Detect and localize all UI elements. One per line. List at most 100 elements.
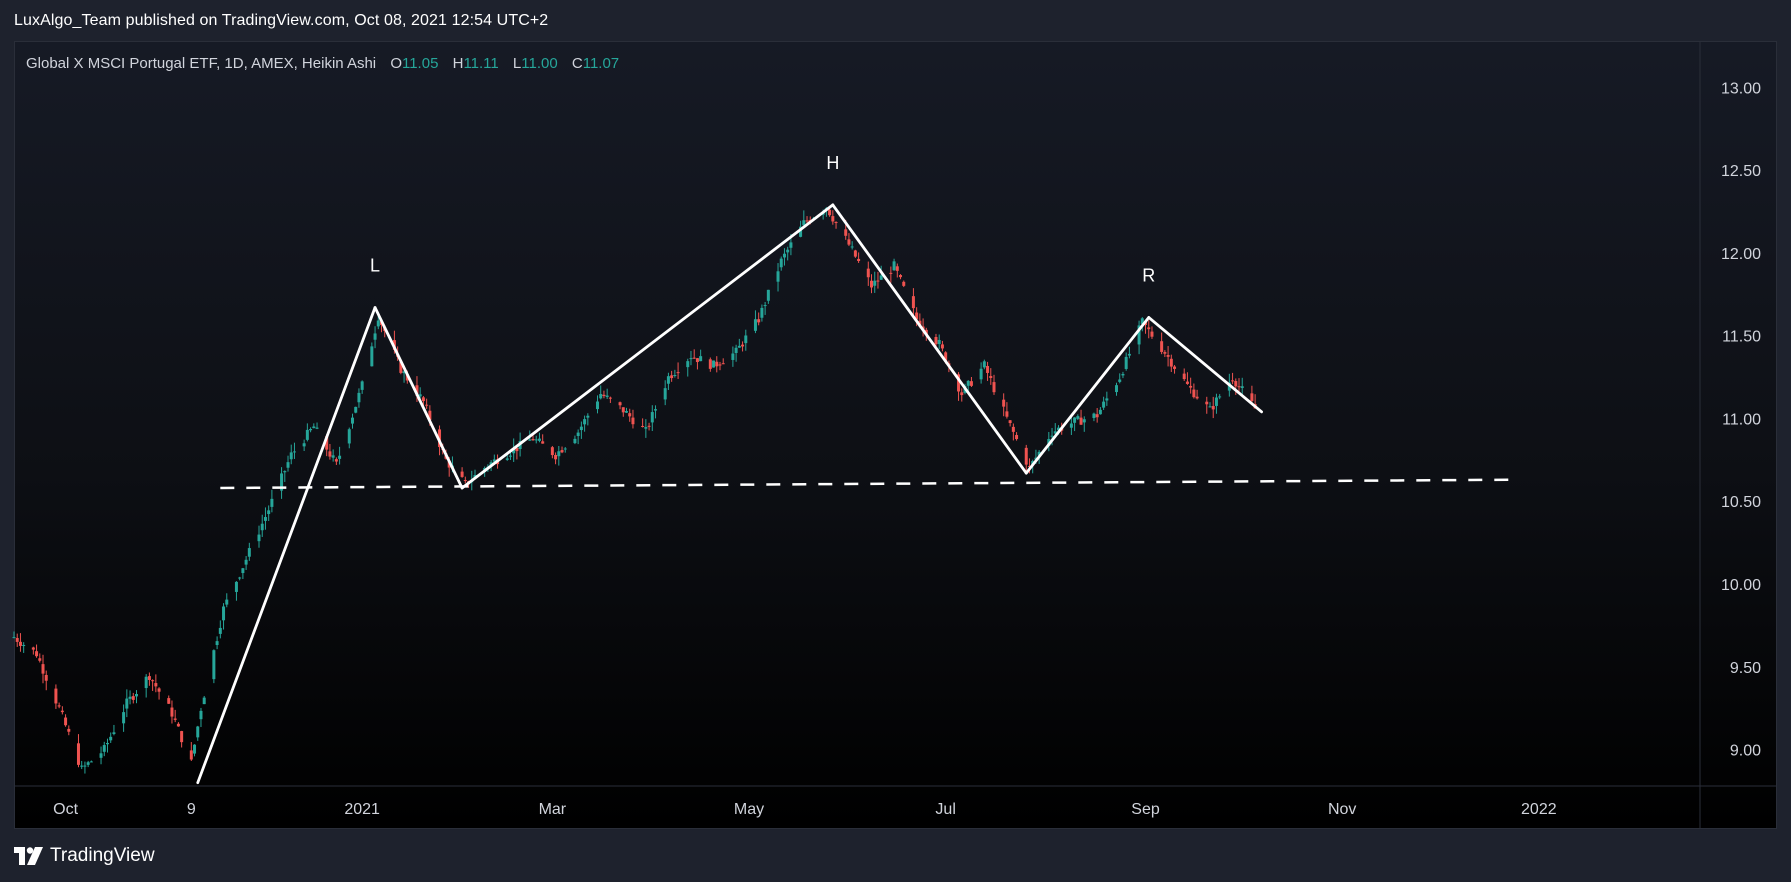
price-tick-label: 10.00 (1721, 577, 1761, 594)
candle-body (979, 368, 983, 380)
candle-body (41, 664, 45, 674)
candle-body (170, 707, 174, 717)
candle-body (54, 688, 58, 704)
candle-body (373, 333, 377, 340)
candle-body (1208, 406, 1212, 408)
candle-body (595, 401, 599, 410)
candle-body (157, 688, 161, 692)
tradingview-brand-text: TradingView (50, 845, 155, 866)
zigzag-segment[interactable] (1024, 316, 1151, 475)
candle-body (631, 417, 635, 425)
candle-body (1127, 353, 1131, 356)
candle-body (944, 352, 948, 362)
low-label: L (512, 55, 522, 72)
neckline[interactable] (220, 478, 1510, 490)
candle-body (1056, 427, 1060, 431)
candle-body (1192, 389, 1196, 398)
candle-body (38, 658, 42, 661)
candle-body (128, 696, 132, 699)
candle-body (60, 710, 64, 713)
candle-body (18, 641, 22, 646)
candle-body (492, 459, 496, 462)
candle-body (289, 452, 293, 460)
zigzag-segment[interactable] (831, 203, 1028, 475)
candle-body (67, 728, 71, 732)
candle-body (744, 335, 748, 344)
candle-body (80, 765, 84, 767)
candle-body (966, 380, 970, 386)
candle-body (331, 455, 335, 458)
price-tick-label: 11.00 (1722, 411, 1761, 428)
candle-body (537, 438, 541, 441)
candle-body (708, 359, 712, 369)
candle-body (463, 480, 467, 482)
candle-body (270, 498, 274, 507)
candle-body (44, 674, 48, 681)
candle-body (557, 451, 561, 457)
candle-body (763, 305, 767, 307)
zigzag-segment[interactable] (373, 306, 464, 490)
low-value: 11.00 (521, 55, 558, 72)
candle-body (902, 281, 906, 286)
candle-body (244, 559, 248, 565)
candle-body (151, 680, 155, 682)
time-tick-label: Nov (1328, 801, 1356, 818)
candle-body (741, 344, 745, 347)
candle-body (802, 220, 806, 226)
candle-body (789, 242, 793, 248)
candle-body (57, 705, 61, 707)
zigzag-segment[interactable] (196, 306, 377, 785)
candle-body (376, 320, 380, 327)
candle-body (105, 742, 109, 745)
candle-body (1237, 386, 1241, 388)
candle-body (189, 750, 193, 760)
candle-body (135, 693, 139, 697)
candle-body (686, 361, 690, 368)
tradingview-logo[interactable]: TradingView (14, 844, 155, 868)
candle-body (1240, 386, 1244, 388)
candle-body (1037, 451, 1041, 456)
candle-body (22, 644, 26, 646)
candle-body (1211, 406, 1215, 410)
candle-body (666, 376, 670, 384)
zigzag-segment[interactable] (1147, 316, 1263, 414)
candle-body (889, 272, 893, 274)
candle-body (89, 761, 93, 763)
candle-body (302, 443, 306, 447)
zigzag-segment[interactable] (460, 203, 835, 490)
candle-body (576, 432, 580, 437)
candle-body (215, 641, 219, 646)
candle-body (782, 253, 786, 258)
candle-body (357, 392, 361, 403)
candle-body (579, 426, 583, 431)
candle-body (654, 409, 658, 411)
candle-body (573, 438, 577, 444)
candle-body (531, 439, 535, 441)
candle-body (850, 246, 854, 248)
candle-body (1076, 416, 1080, 419)
candle-body (982, 361, 986, 368)
candle-body (847, 239, 851, 245)
candle-body (193, 744, 197, 754)
candle-body (225, 599, 229, 605)
close-label: C (571, 55, 583, 72)
candle-body (1115, 385, 1119, 393)
candle-body (325, 435, 329, 450)
candle-body (125, 698, 129, 709)
candle-body (1079, 417, 1083, 425)
candle-body (779, 258, 783, 268)
candle-body (1015, 435, 1019, 440)
publisher-line: LuxAlgo_Team published on TradingView.co… (14, 12, 549, 29)
candle-body (328, 451, 332, 457)
candle-body (715, 361, 719, 367)
candle-body (180, 731, 184, 743)
candle-body (218, 627, 222, 634)
candle-body (721, 363, 725, 365)
candle-body (960, 392, 964, 396)
candle-body (428, 410, 432, 421)
candle-body (247, 548, 251, 557)
candle-body (541, 441, 545, 444)
candle-body (99, 753, 103, 758)
candle-body (957, 374, 961, 392)
